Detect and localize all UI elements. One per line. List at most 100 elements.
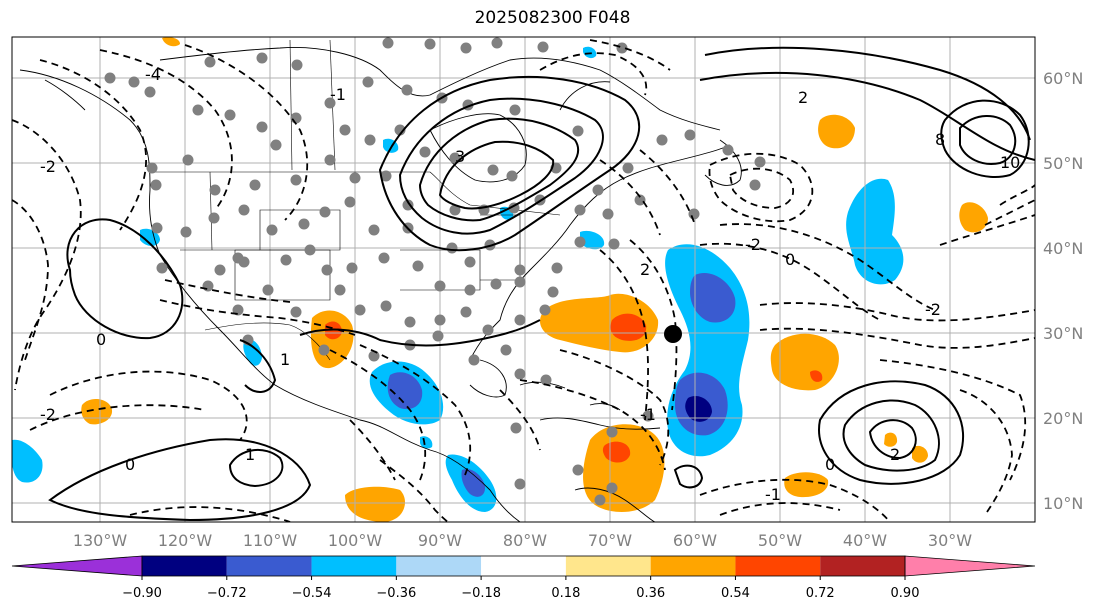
contour-label-group: 0 -2 -4 2 3 1 -1 8 10 0 -2 2 -1 1 0 -2 -… xyxy=(40,65,1020,504)
positive-anomaly-mexico-south xyxy=(345,486,405,522)
station-dot xyxy=(434,314,446,326)
latitude-label: 40°N xyxy=(1043,239,1083,258)
colorbar-tick-label: −0.36 xyxy=(376,586,416,601)
colorbar-segment xyxy=(820,556,905,576)
station-dot xyxy=(280,254,292,266)
station-dot xyxy=(551,262,563,274)
negative-anomaly-small-2 xyxy=(580,230,605,250)
map-gridlines xyxy=(12,37,1035,522)
station-dot xyxy=(572,125,584,137)
station-dot xyxy=(464,256,476,268)
latitude-label: 50°N xyxy=(1043,154,1083,173)
negative-anomaly-mexico-west xyxy=(243,339,262,366)
strong-anomaly-atlantic xyxy=(610,313,647,341)
positive-anomaly-mexico xyxy=(310,310,354,369)
station-dot xyxy=(547,286,559,298)
station-dot xyxy=(262,284,274,296)
station-dot xyxy=(304,244,316,256)
station-dot xyxy=(364,134,376,146)
station-dot xyxy=(434,280,446,292)
longitude-label: 60°W xyxy=(673,531,717,550)
station-dot xyxy=(622,162,634,174)
station-dot xyxy=(128,76,140,88)
longitude-label: 110°W xyxy=(243,531,298,550)
contour-label: 10 xyxy=(1000,153,1020,172)
contour-label: -1 xyxy=(765,485,781,504)
map-title: 2025082300 F048 xyxy=(474,8,631,28)
station-dot xyxy=(318,344,330,356)
station-dot xyxy=(321,264,333,276)
station-dot xyxy=(446,242,458,254)
station-dot xyxy=(208,212,220,224)
station-dot xyxy=(290,306,302,318)
station-dot xyxy=(487,164,499,176)
colorbar-tick-label: −0.18 xyxy=(461,586,501,601)
station-dot xyxy=(224,109,236,121)
station-dot xyxy=(339,124,351,136)
station-dot xyxy=(290,112,302,124)
station-dot xyxy=(192,104,204,116)
negative-anomaly-pacific xyxy=(12,439,43,483)
contour-label: 2 xyxy=(798,88,808,107)
colorbar-segment xyxy=(735,556,821,576)
colorbar-extend-low xyxy=(11,555,143,577)
station-dot xyxy=(419,146,431,158)
station-dot xyxy=(572,464,584,476)
station-dot xyxy=(156,262,168,274)
station-dot xyxy=(324,154,336,166)
station-dot xyxy=(616,42,628,54)
contour-lines xyxy=(12,39,1035,522)
station-dot xyxy=(346,262,358,274)
shaded-anomaly-regions xyxy=(12,37,988,522)
colorbar-tick-label: −0.90 xyxy=(122,586,162,601)
positive-anomaly-small-1 xyxy=(884,432,898,447)
longitude-label: 100°W xyxy=(328,531,383,550)
station-dot xyxy=(404,316,416,328)
station-dot xyxy=(256,52,268,64)
station-dot xyxy=(150,179,162,191)
station-dot xyxy=(232,252,244,264)
map-frame xyxy=(11,36,1036,523)
positive-anomaly-pacific xyxy=(81,398,113,425)
station-dot xyxy=(594,494,606,506)
station-dot xyxy=(491,37,503,49)
contour-label: -4 xyxy=(145,65,161,84)
station-dot xyxy=(378,252,390,264)
station-dot xyxy=(402,199,414,211)
positive-anomaly-small-2 xyxy=(912,445,928,463)
contour-label: -1 xyxy=(330,85,346,104)
station-dot xyxy=(380,300,392,312)
station-dot xyxy=(514,276,526,288)
coastlines xyxy=(19,47,742,522)
positive-anomaly-small-3 xyxy=(162,37,180,47)
contour-label: -2 xyxy=(40,405,56,424)
latitude-label: 10°N xyxy=(1043,494,1083,513)
longitude-label: 30°W xyxy=(928,531,972,550)
station-dot xyxy=(574,204,586,216)
latitude-label: 60°N xyxy=(1043,69,1083,88)
colorbar-tick-label: −0.54 xyxy=(292,586,332,601)
station-dot xyxy=(514,264,526,276)
longitude-label: 130°W xyxy=(73,531,128,550)
station-markers xyxy=(104,37,766,506)
station-dot xyxy=(412,260,424,272)
station-dot xyxy=(514,314,526,326)
station-dot xyxy=(151,222,163,234)
station-dot xyxy=(634,194,646,206)
longitude-label: 70°W xyxy=(588,531,632,550)
station-dot xyxy=(656,134,668,146)
strongest-negative-atlantic xyxy=(685,395,712,422)
station-dot xyxy=(202,280,214,292)
station-dot xyxy=(349,172,361,184)
colorbar-tick-label: 0.54 xyxy=(721,586,750,601)
colorbar: −0.90 −0.72 −0.54 −0.36 −0.18 0.18 0.36 0.54 0.7… xyxy=(11,555,1036,601)
station-dot xyxy=(754,156,766,168)
strong-anomaly-central xyxy=(810,370,823,382)
contour-label: -1 xyxy=(640,405,656,424)
station-dot xyxy=(362,76,374,88)
station-dot xyxy=(380,170,392,182)
colorbar-tick-label: 0.36 xyxy=(636,586,665,601)
colorbar-segment xyxy=(650,556,736,576)
contour-label: 0 xyxy=(96,330,106,349)
station-dot xyxy=(514,478,526,490)
